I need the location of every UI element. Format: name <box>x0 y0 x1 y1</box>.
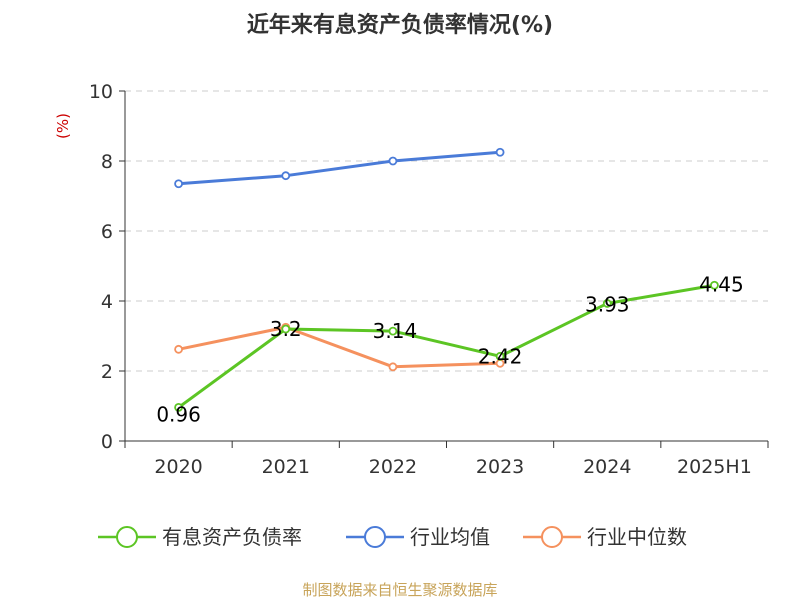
data-point <box>281 171 291 181</box>
axes: 0 2 4 6 8 10 2020 2021 2022 2023 2024 2025H1 <box>89 81 769 478</box>
legend-marker <box>364 526 386 548</box>
x-tick-label: 2022 <box>369 456 417 478</box>
grid <box>125 90 768 372</box>
x-tick-label: 2020 <box>154 456 202 478</box>
data-label: 3.14 <box>373 319 418 343</box>
y-tick-label: 2 <box>101 361 113 383</box>
data-label: 3.93 <box>585 292 630 316</box>
series-line <box>177 283 715 409</box>
data-point <box>174 179 183 189</box>
series-line <box>178 150 501 186</box>
data-point <box>495 147 505 157</box>
data-label: 4.45 <box>699 272 744 296</box>
x-tick-label: 2024 <box>583 456 631 478</box>
data-point <box>602 299 612 308</box>
legend-marker <box>116 526 138 548</box>
data-point <box>281 324 291 334</box>
y-tick-label: 4 <box>101 291 113 313</box>
legend-label: 行业中位数 <box>587 525 687 549</box>
x-tick-label: 2021 <box>262 456 310 478</box>
legend-label: 行业均值 <box>410 525 490 549</box>
data-point <box>388 156 398 166</box>
data-point <box>174 402 183 412</box>
data-point <box>710 280 719 290</box>
y-tick-label: 0 <box>101 431 113 453</box>
chart-title: 近年来有息资产负债率情况(%) <box>247 12 553 38</box>
series-layer <box>174 147 719 412</box>
data-labels: 0.96 3.2 3.14 2.42 3.93 4.45 <box>156 272 743 426</box>
data-point <box>388 326 398 336</box>
source-note: 制图数据来自恒生聚源数据库 <box>302 581 497 599</box>
series-line <box>178 325 501 369</box>
y-tick-label: 10 <box>89 81 113 103</box>
x-tick-label: 2025H1 <box>677 456 752 478</box>
y-tick-label: 6 <box>101 221 113 243</box>
data-point <box>388 362 398 372</box>
data-label: 2.42 <box>478 344 523 368</box>
data-point <box>495 351 505 361</box>
y-tick-label: 8 <box>101 151 113 173</box>
legend-label: 有息资产负债率 <box>162 525 302 549</box>
data-point <box>174 344 183 354</box>
data-label: 3.2 <box>270 317 302 341</box>
legend-marker <box>541 526 563 548</box>
y-unit-label: (%) <box>54 113 72 139</box>
legend: 有息资产负债率 行业均值 行业中位数 <box>98 525 687 549</box>
data-label: 0.96 <box>156 402 201 426</box>
x-tick-label: 2023 <box>476 456 524 478</box>
